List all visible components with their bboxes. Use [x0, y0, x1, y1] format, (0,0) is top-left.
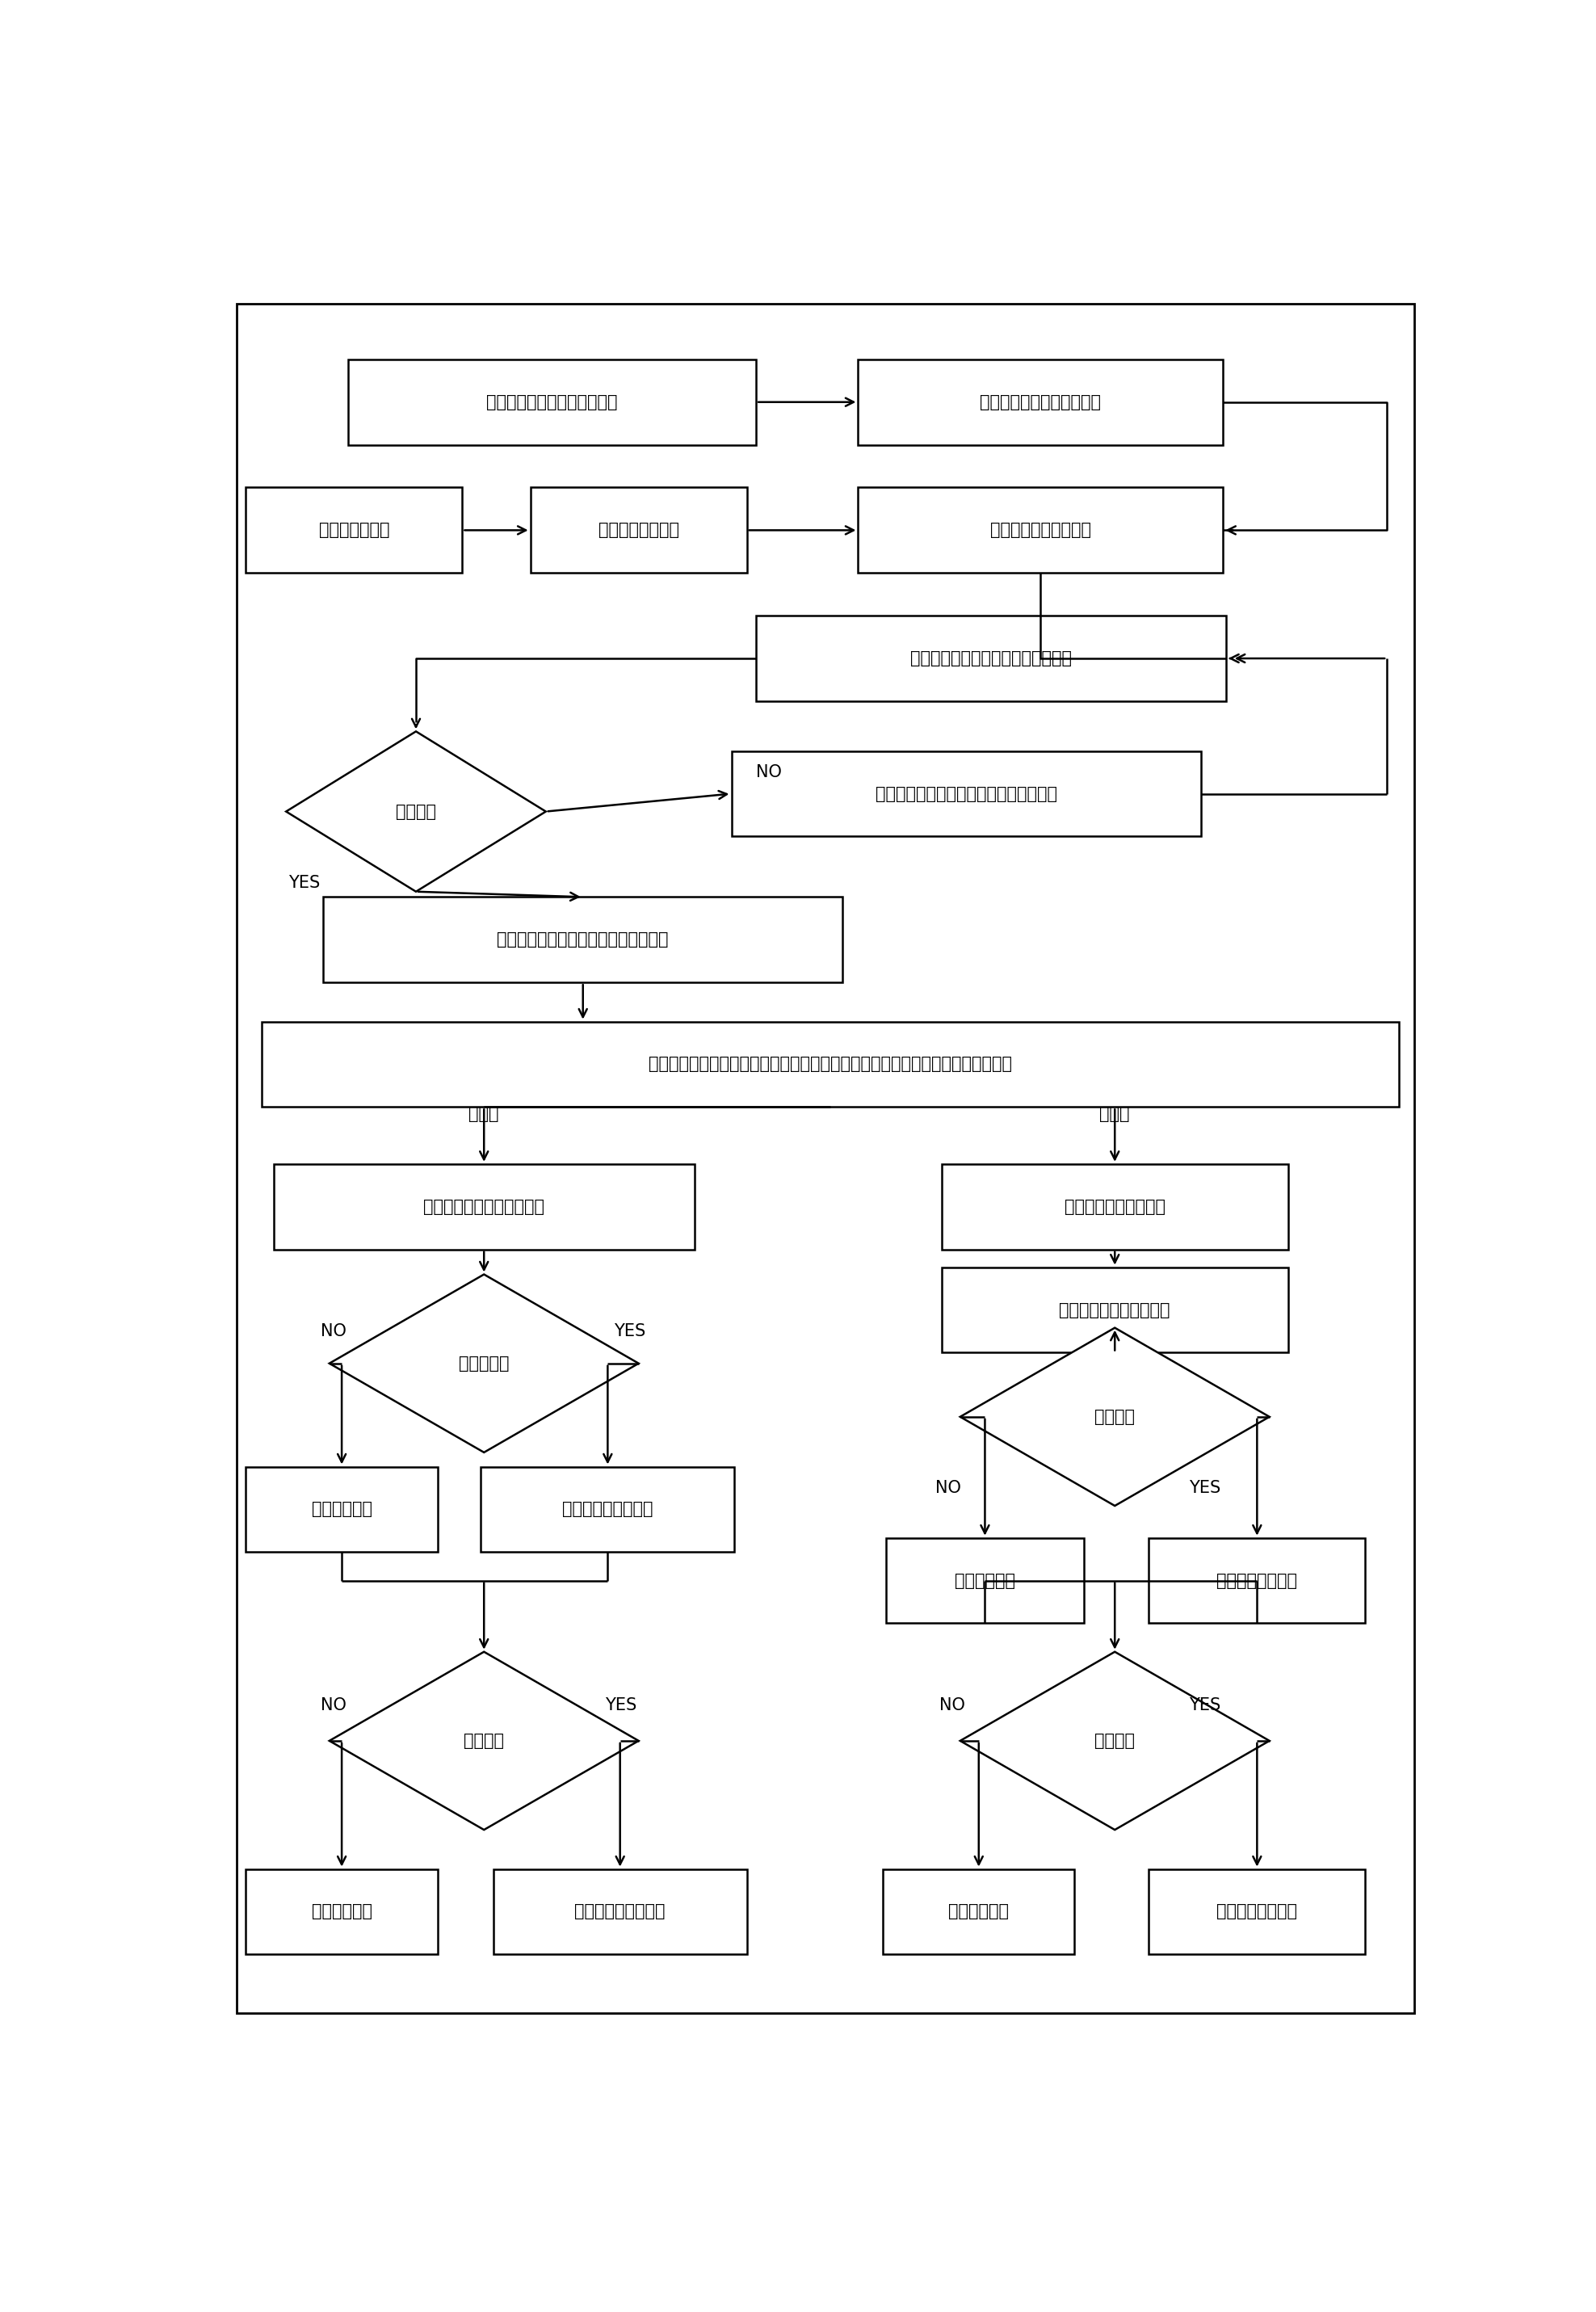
- Bar: [757, 615, 1226, 701]
- Text: NO: NO: [321, 1697, 346, 1713]
- Text: YES: YES: [614, 1322, 645, 1339]
- Text: 检查预拼: 检查预拼: [1095, 1408, 1135, 1424]
- Bar: [1149, 1868, 1365, 1954]
- Bar: [530, 488, 747, 573]
- Bar: [480, 1466, 734, 1551]
- Text: YES: YES: [1189, 1697, 1221, 1713]
- Polygon shape: [961, 1651, 1269, 1829]
- Text: 程序确定实物构件基准（点、线、面）: 程序确定实物构件基准（点、线、面）: [496, 932, 669, 948]
- Polygon shape: [329, 1651, 638, 1829]
- Text: 提出实物构件返修方案，返修后重新测量: 提出实物构件返修方案，返修后重新测量: [876, 786, 1057, 802]
- Text: YES: YES: [289, 874, 321, 890]
- Text: 检查构件间: 检查构件间: [458, 1355, 509, 1371]
- Text: 理论模型与实物模型最小二乘法拟合: 理论模型与实物模型最小二乘法拟合: [910, 650, 1073, 666]
- Text: 构造实物构件三维模型: 构造实物构件三维模型: [990, 523, 1092, 539]
- Bar: [322, 897, 843, 983]
- Bar: [275, 1163, 694, 1248]
- Text: 方案一: 方案一: [469, 1105, 500, 1121]
- Text: 程序检查: 程序检查: [396, 805, 436, 818]
- Text: NO: NO: [757, 765, 782, 781]
- Text: NO: NO: [321, 1322, 346, 1339]
- Text: YES: YES: [1189, 1480, 1221, 1496]
- Text: YES: YES: [605, 1697, 637, 1713]
- Bar: [942, 1267, 1288, 1353]
- Bar: [859, 358, 1223, 444]
- Bar: [246, 1868, 437, 1954]
- Text: 设计理论构件特征点数据准备: 设计理论构件特征点数据准备: [487, 393, 618, 409]
- Text: 参与预拼装的所有构件完成以上工作，开始计算机模拟预拼装。预拼装有两种方案: 参与预拼装的所有构件完成以上工作，开始计算机模拟预拼装。预拼装有两种方案: [648, 1057, 1012, 1073]
- Text: 保证预拼工艺: 保证预拼工艺: [311, 1500, 372, 1517]
- Text: 提供连接件加工信息: 提供连接件加工信息: [575, 1903, 666, 1919]
- Polygon shape: [961, 1327, 1269, 1505]
- Text: 构件返修方案: 构件返修方案: [311, 1903, 372, 1919]
- Bar: [262, 1022, 1400, 1107]
- Text: 构造设计理论构件三维模型: 构造设计理论构件三维模型: [980, 393, 1101, 409]
- Bar: [886, 1537, 1084, 1623]
- Text: 提供连接件加工信息: 提供连接件加工信息: [562, 1500, 653, 1517]
- Bar: [246, 1466, 437, 1551]
- Text: 实物构件三维测量: 实物构件三维测量: [598, 523, 678, 539]
- Text: 构件精度达到要求: 构件精度达到要求: [1216, 1903, 1298, 1919]
- Text: 实物构件模型支撑设定: 实物构件模型支撑设定: [1065, 1198, 1165, 1214]
- Text: 保证连接关系: 保证连接关系: [954, 1572, 1015, 1588]
- Bar: [731, 751, 1202, 837]
- Text: NO: NO: [938, 1697, 966, 1713]
- Text: 检查预拼: 检查预拼: [1095, 1732, 1135, 1748]
- Polygon shape: [329, 1274, 638, 1452]
- Text: NO: NO: [935, 1480, 961, 1496]
- Text: 构件返修方案: 构件返修方案: [948, 1903, 1009, 1919]
- Bar: [883, 1868, 1074, 1954]
- Text: 构件精度达到要求: 构件精度达到要求: [1216, 1572, 1298, 1588]
- Bar: [942, 1163, 1288, 1248]
- Bar: [859, 488, 1223, 573]
- Bar: [1149, 1537, 1365, 1623]
- Bar: [348, 358, 757, 444]
- Bar: [246, 488, 463, 573]
- Bar: [493, 1868, 747, 1954]
- Text: 制作完成的构件: 制作完成的构件: [319, 523, 389, 539]
- Text: 方案二: 方案二: [1100, 1105, 1130, 1121]
- Polygon shape: [286, 731, 546, 892]
- Text: 检查构件: 检查构件: [464, 1732, 504, 1748]
- Text: 实物构件模型按设计图摆放: 实物构件模型按设计图摆放: [423, 1198, 544, 1214]
- Text: 模拟拼装，保证连接关系: 模拟拼装，保证连接关系: [1060, 1302, 1170, 1318]
